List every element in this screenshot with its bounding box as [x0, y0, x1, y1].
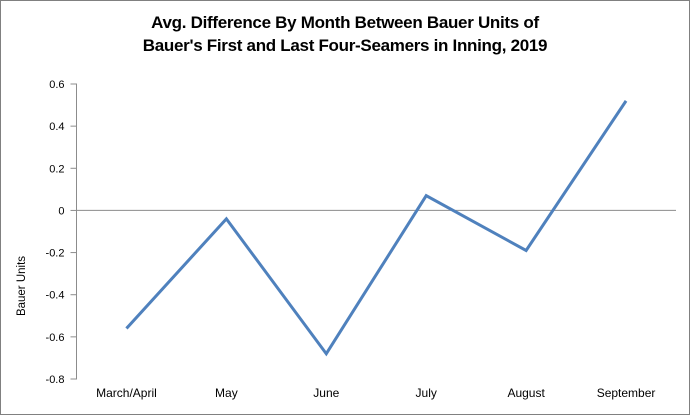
y-axis-tick-label: 0.2	[49, 163, 64, 175]
y-axis-tick-label: 0.6	[49, 79, 64, 91]
x-category-label: June	[313, 386, 339, 400]
chart-title-line1: Avg. Difference By Month Between Bauer U…	[151, 13, 539, 32]
y-axis-tick-label: -0.6	[46, 332, 65, 344]
x-category-label: March/April	[96, 386, 157, 400]
data-series-line	[125, 100, 628, 357]
x-category-label: August	[507, 386, 545, 400]
chart-title-line2: Bauer's First and Last Four-Seamers in I…	[142, 36, 548, 55]
y-axis-tick-label: -0.8	[46, 374, 65, 386]
y-axis-tick-label: 0	[58, 205, 64, 217]
y-axis-tick-label: -0.4	[46, 290, 65, 302]
chart-title: Avg. Difference By Month Between Bauer U…	[1, 11, 689, 57]
x-category-label: May	[215, 386, 238, 400]
y-axis-tick-label: -0.2	[46, 248, 65, 260]
x-category-label: July	[416, 386, 437, 400]
x-category-label: September	[597, 386, 656, 400]
y-axis-tick-label: 0.4	[49, 121, 64, 133]
